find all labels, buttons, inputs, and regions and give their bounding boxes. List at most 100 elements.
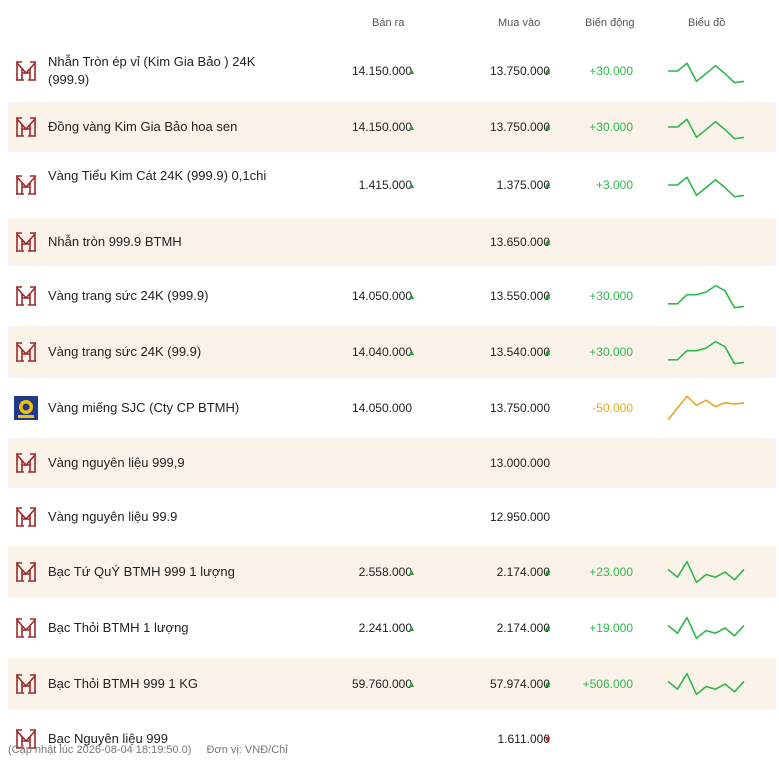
table-row[interactable]: Vàng trang sức 24K (99.9) 14.040.000 ▲ 13.5…	[8, 326, 776, 378]
btmh-logo-icon	[14, 230, 38, 254]
price-change: +30.000	[589, 64, 633, 78]
sparkline-chart[interactable]	[666, 337, 746, 367]
btmh-logo-icon	[14, 115, 38, 139]
price-change: +506.000	[582, 677, 633, 691]
sparkline-chart[interactable]	[666, 170, 746, 200]
buy-price: 1.375.000	[496, 178, 550, 192]
sparkline-line	[667, 616, 745, 640]
updated-time: (Cập nhật lúc 2026-08-04 18:19:50.0)	[8, 744, 192, 756]
buy-price: 12.950.000	[489, 510, 550, 524]
table-row[interactable]: Bạc Tứ QuÝ BTMH 999 1 lượng 2.558.000 ▲ 2.1…	[8, 546, 776, 598]
header-sell: Bán ra	[372, 17, 405, 29]
sparkline-chart[interactable]	[666, 56, 746, 86]
arrow-up-icon: ▲	[407, 347, 416, 357]
header-buy: Mua vào	[498, 17, 541, 29]
product-name: Vàng nguyên liệu 999,9	[48, 455, 185, 470]
sell-price: 2.241.000	[358, 621, 412, 635]
btmh-logo-icon	[14, 451, 38, 475]
product-name: Vàng trang sức 24K (999.9)	[48, 288, 209, 303]
sell-price: 2.558.000	[358, 565, 412, 579]
price-change: +30.000	[589, 120, 633, 134]
sell-price: 1.415.000	[358, 178, 412, 192]
product-name: Nhẫn Tròn ép vỉ (Kim Gia Bảo ) 24K (999.…	[48, 54, 256, 87]
sparkline-chart[interactable]	[666, 669, 746, 699]
sparkline-line	[668, 340, 745, 365]
arrow-up-icon: ▲	[407, 291, 416, 301]
price-change: +19.000	[589, 621, 633, 635]
btmh-logo-icon	[14, 284, 38, 308]
arrow-up-icon: ▲	[407, 180, 416, 190]
sell-price: 14.050.000	[351, 401, 412, 415]
product-name: Bạc Tứ QuÝ BTMH 999 1 lượng	[48, 564, 235, 579]
sparkline-chart[interactable]	[666, 613, 746, 643]
arrow-up-icon: ▲	[543, 623, 552, 633]
sparkline-chart[interactable]	[666, 393, 746, 423]
btmh-logo-icon	[14, 727, 38, 751]
arrow-up-icon: ▲	[407, 567, 416, 577]
sell-price: 59.760.000	[351, 677, 412, 691]
btmh-logo-icon	[14, 59, 38, 83]
buy-price: 13.750.000	[489, 64, 550, 78]
sell-price: 14.050.000	[351, 289, 412, 303]
table-row[interactable]: Vàng miếng SJC (Cty CP BTMH) 14.050.000 13…	[8, 382, 776, 434]
table-row[interactable]: Đồng vàng Kim Gia Bảo hoa sen 14.150.000 ▲…	[8, 102, 776, 152]
btmh-logo-icon	[14, 173, 38, 197]
table-row[interactable]: Vàng trang sức 24K (999.9) 14.050.000 ▲ 13.…	[8, 270, 776, 322]
btmh-logo-icon	[14, 340, 38, 364]
buy-price: 2.174.000	[496, 565, 550, 579]
product-name: Đồng vàng Kim Gia Bảo hoa sen	[48, 119, 238, 134]
arrow-up-icon: ▲	[543, 122, 552, 132]
sell-price: 14.150.000	[351, 64, 412, 78]
arrow-up-icon: ▲	[407, 623, 416, 633]
header-change: Biến động	[585, 17, 635, 29]
table-row[interactable]: Bạc Nguyên liệu 999 1.611.000 ▼	[8, 714, 776, 764]
product-name: Bạc Nguyên liệu 999	[48, 731, 168, 746]
price-change: +3.000	[595, 178, 633, 192]
price-change: +23.000	[589, 565, 633, 579]
sjc-logo-icon	[14, 396, 38, 420]
sparkline-line	[668, 62, 745, 84]
btmh-logo-icon	[14, 560, 38, 584]
product-name: Vàng Tiểu Kim Cát 24K (999.9) 0,1chi	[48, 168, 267, 183]
table-row[interactable]: Bạc Thỏi BTMH 999 1 KG 59.760.000 ▲ 57.974.…	[8, 658, 776, 710]
sparkline-line	[668, 284, 745, 309]
buy-price: 13.750.000	[489, 401, 550, 415]
arrow-up-icon: ▲	[543, 180, 552, 190]
table-row[interactable]: Nhẫn Tròn ép vỉ (Kim Gia Bảo ) 24K (999.…	[8, 44, 776, 98]
arrow-up-icon: ▲	[543, 66, 552, 76]
btmh-logo-icon	[14, 616, 38, 640]
unit-label: Đơn vị: VNĐ/Chỉ	[206, 744, 288, 756]
table-row[interactable]: Vàng nguyên liệu 99.9 12.950.000	[8, 492, 776, 542]
arrow-up-icon: ▲	[543, 679, 552, 689]
btmh-logo-icon	[14, 672, 38, 696]
price-change: +30.000	[589, 289, 633, 303]
arrow-up-icon: ▲	[543, 567, 552, 577]
sparkline-line	[668, 118, 745, 140]
arrow-up-icon: ▲	[543, 347, 552, 357]
buy-price: 13.550.000	[489, 289, 550, 303]
buy-price: 13.750.000	[489, 120, 550, 134]
sparkline-line	[667, 560, 745, 584]
sell-price: 14.150.000	[351, 120, 412, 134]
btmh-logo-icon	[14, 505, 38, 529]
table-row[interactable]: Bạc Thỏi BTMH 1 lượng 2.241.000 ▲ 2.174.000…	[8, 602, 776, 654]
sparkline-line	[668, 176, 745, 198]
arrow-up-icon: ▲	[407, 66, 416, 76]
buy-price: 1.611.000	[497, 732, 551, 746]
table-row[interactable]: Vàng Tiểu Kim Cát 24K (999.9) 0,1chi 1.41…	[8, 156, 776, 214]
buy-price: 13.650.000	[489, 235, 550, 249]
price-table: Nhẫn Tròn ép vỉ (Kim Gia Bảo ) 24K (999.…	[8, 44, 776, 764]
product-name: Vàng nguyên liệu 99.9	[48, 509, 178, 524]
product-name: Bạc Thỏi BTMH 999 1 KG	[48, 676, 199, 691]
sparkline-chart[interactable]	[666, 112, 746, 142]
table-row[interactable]: Vàng nguyên liệu 999,9 13.000.000	[8, 438, 776, 488]
buy-price: 57.974.000	[489, 677, 550, 691]
arrow-up-icon: ▲	[543, 291, 552, 301]
sparkline-chart[interactable]	[666, 557, 746, 587]
product-name: Vàng miếng SJC (Cty CP BTMH)	[48, 400, 240, 415]
footer: (Cập nhật lúc 2026-08-04 18:19:50.0) Đơn…	[8, 744, 300, 756]
sparkline-chart[interactable]	[666, 281, 746, 311]
sell-price: 14.040.000	[351, 345, 412, 359]
table-row[interactable]: Nhẫn tròn 999.9 BTMH 13.650.000 ▲	[8, 218, 776, 266]
header-chart: Biểu đồ	[688, 17, 726, 29]
